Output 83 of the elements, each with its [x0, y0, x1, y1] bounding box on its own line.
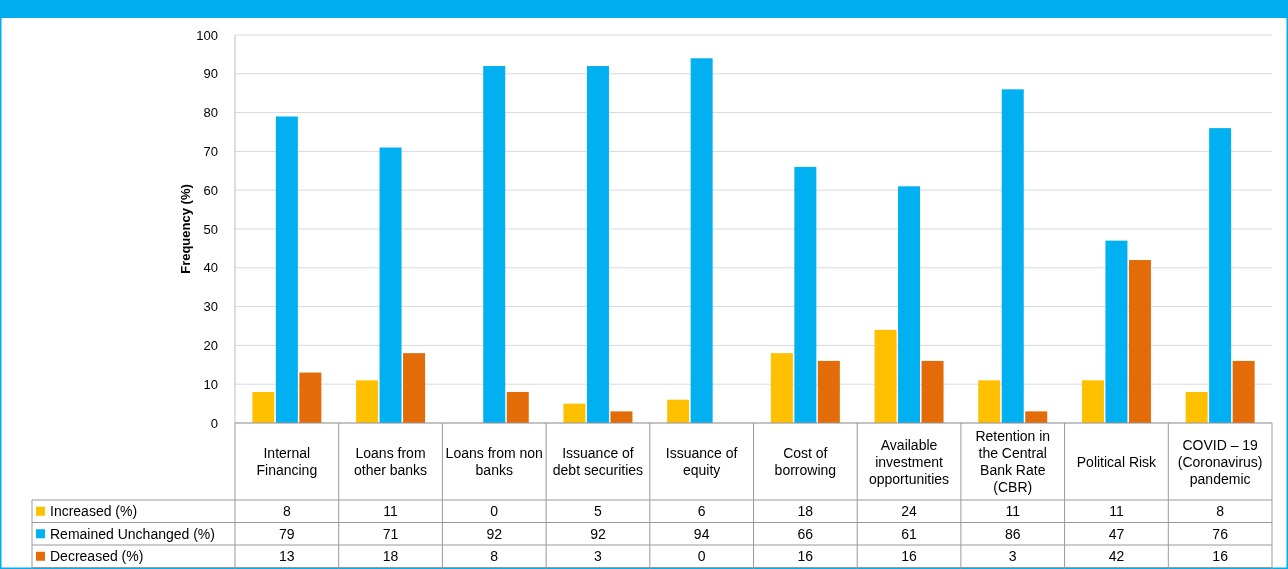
- bar: [1081, 380, 1104, 423]
- data-label: 47: [1108, 525, 1125, 542]
- data-label: 0: [490, 503, 499, 520]
- bar: [817, 360, 840, 423]
- legend-label: Decreased (%): [50, 548, 144, 565]
- bar: [275, 116, 298, 423]
- bar: [898, 186, 921, 423]
- data-label: 24: [901, 503, 918, 520]
- legend-label: Remained Unchanged (%): [50, 525, 215, 542]
- legend-label: Increased (%): [50, 503, 138, 520]
- x-tick-label: Internal Financing: [256, 445, 318, 478]
- y-tick-label: 40: [203, 260, 218, 276]
- y-tick-label: 100: [196, 27, 218, 43]
- bar: [921, 360, 944, 423]
- data-label: 76: [1212, 525, 1229, 542]
- data-label: 11: [383, 503, 399, 520]
- data-label: 8: [282, 503, 291, 520]
- data-label: 0: [697, 548, 706, 565]
- bar: [483, 66, 506, 423]
- data-label: 92: [590, 525, 606, 542]
- y-tick-label: 30: [203, 299, 218, 315]
- bar: [770, 353, 793, 423]
- bar: [794, 166, 817, 423]
- bar: [874, 329, 897, 423]
- bar: [403, 353, 426, 423]
- x-tick-label: Issuance of equity: [665, 445, 738, 478]
- x-tick-label: Political Risk: [1076, 453, 1158, 470]
- x-tick-label: Issuance of debt securities: [552, 445, 644, 478]
- bar: [667, 399, 690, 423]
- data-label: 71: [382, 525, 399, 542]
- bar: [563, 403, 586, 423]
- bar: [1232, 360, 1255, 423]
- bar: [1209, 128, 1232, 423]
- data-label: 18: [382, 548, 399, 565]
- data-label: 42: [1108, 548, 1125, 565]
- bar: [299, 372, 322, 423]
- y-tick-label: 20: [203, 337, 218, 353]
- data-label: 3: [594, 548, 603, 565]
- y-tick-label: 90: [203, 66, 218, 82]
- bar: [1105, 240, 1128, 423]
- bar: [1128, 260, 1151, 423]
- bar: [252, 391, 275, 423]
- y-axis-title: Frequency (%): [178, 184, 193, 274]
- bar: [1001, 89, 1024, 423]
- bar: [506, 391, 529, 423]
- data-label: 18: [797, 503, 814, 520]
- data-label: 79: [279, 525, 295, 542]
- x-tick-label: Cost of borrowing: [774, 445, 837, 478]
- data-label: 16: [1212, 548, 1229, 565]
- y-tick-label: 0: [210, 415, 218, 431]
- bar: [1185, 391, 1208, 423]
- data-label: 11: [1005, 503, 1021, 520]
- data-label: 5: [594, 503, 603, 520]
- data-label: 3: [1008, 548, 1017, 565]
- data-label: 92: [486, 525, 503, 542]
- bar: [586, 66, 609, 423]
- data-label: 66: [797, 525, 814, 542]
- data-label: 86: [1004, 525, 1021, 542]
- data-label: 16: [797, 548, 814, 565]
- data-label: 8: [490, 548, 499, 565]
- data-label: 61: [901, 525, 918, 542]
- bar: [978, 380, 1001, 423]
- x-tick-label: COVID – 19 (Coronavirus) pandemic: [1177, 436, 1263, 487]
- data-label: 11: [1109, 503, 1124, 520]
- x-tick-label: Available investment opportunities: [868, 436, 950, 487]
- y-tick-label: 80: [203, 105, 218, 121]
- y-tick-label: 50: [203, 221, 218, 237]
- bar: [610, 411, 633, 423]
- data-label: 6: [697, 503, 706, 520]
- x-tick-label: Loans from other banks: [353, 445, 428, 478]
- y-tick-label: 10: [203, 376, 218, 392]
- bar: [690, 58, 713, 423]
- bar: [356, 380, 379, 423]
- y-tick-label: 70: [203, 143, 218, 159]
- data-label: 16: [901, 548, 918, 565]
- bar: [1025, 411, 1048, 423]
- data-label: 13: [279, 548, 295, 565]
- data-label: 8: [1216, 503, 1225, 520]
- x-tick-label: Retention in the Central Bank Rate (CBR): [975, 428, 1051, 495]
- y-tick-label: 60: [203, 182, 218, 198]
- x-tick-label: Loans from non banks: [445, 445, 543, 478]
- bar: [379, 147, 402, 423]
- data-label: 94: [693, 525, 710, 542]
